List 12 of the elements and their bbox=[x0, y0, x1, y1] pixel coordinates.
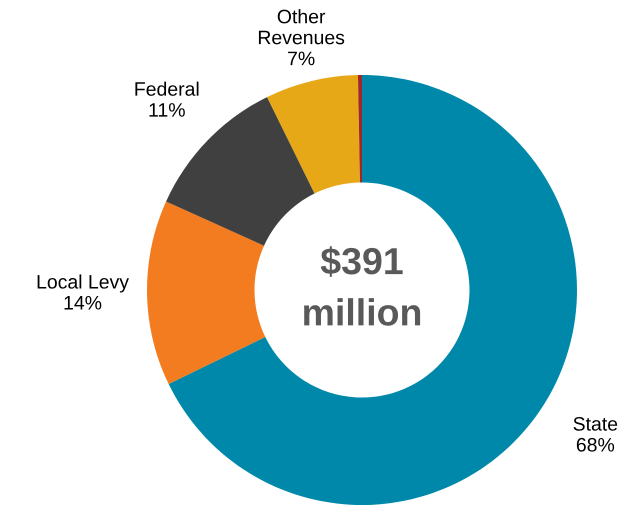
data-label: 7% bbox=[288, 52, 314, 66]
donut-slice bbox=[267, 75, 360, 194]
slice-label: Federal bbox=[135, 82, 198, 96]
donut-slice bbox=[147, 201, 266, 384]
slice-label: State bbox=[574, 416, 618, 431]
donut-slice bbox=[358, 75, 362, 183]
data-label: 11% bbox=[150, 103, 185, 117]
data-label: 68% bbox=[576, 438, 614, 452]
slice-label: Other Revenues bbox=[258, 9, 344, 44]
data-label: 14% bbox=[64, 296, 102, 310]
slice-label: Local Levy bbox=[38, 274, 129, 293]
text: $391 million bbox=[304, 246, 420, 326]
